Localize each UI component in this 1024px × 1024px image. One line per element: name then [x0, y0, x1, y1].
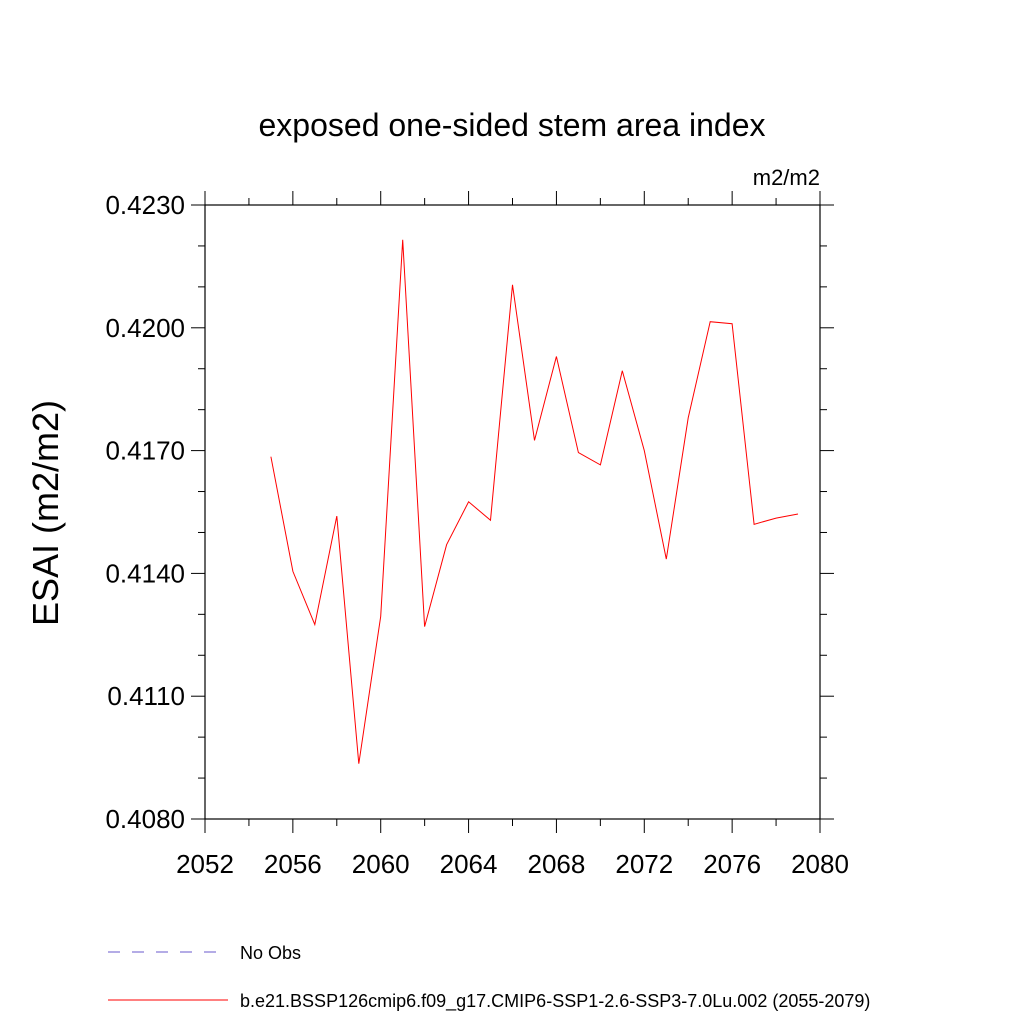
data-point: [446, 544, 447, 545]
data-point: [292, 571, 293, 572]
y-tick-label: 0.4140: [105, 558, 185, 588]
data-point: [380, 616, 381, 617]
series-line-0: [270, 239, 799, 764]
data-point: [314, 624, 315, 625]
data-point: [732, 323, 733, 324]
data-point: [688, 417, 689, 418]
data-point: [798, 514, 799, 515]
data-point: [710, 321, 711, 322]
y-axis-label: ESAI (m2/m2): [25, 400, 66, 626]
legend-entry: b.e21.BSSP126cmip6.f09_g17.CMIP6-SSP1-2.…: [240, 991, 870, 1012]
data-point: [424, 626, 425, 627]
axis-tick-labels: 2052 2056 2060 2064 2068 2072 2076 2080 0.4080 0.…: [105, 190, 848, 879]
data-point: [622, 370, 623, 371]
data-point: [512, 284, 513, 285]
x-tick-label: 2072: [615, 849, 673, 879]
series-lines: [270, 239, 799, 764]
units-label: m2/m2: [753, 165, 820, 190]
x-tick-label: 2064: [440, 849, 498, 879]
legend-entry: No Obs: [240, 943, 301, 963]
data-point: [776, 518, 777, 519]
chart-title: exposed one-sided stem area index: [259, 107, 766, 143]
data-point: [468, 501, 469, 502]
y-tick-label: 0.4110: [107, 681, 185, 711]
data-point: [336, 516, 337, 517]
x-tick-label: 2052: [176, 849, 234, 879]
x-tick-label: 2056: [264, 849, 322, 879]
data-point: [666, 559, 667, 560]
y-tick-label: 0.4200: [105, 313, 185, 343]
plot-frame: [204, 204, 821, 820]
data-point: [578, 452, 579, 453]
x-tick-label: 2060: [352, 849, 410, 879]
x-tick-label: 2068: [528, 849, 586, 879]
data-point: [270, 456, 271, 457]
y-tick-label: 0.4080: [105, 804, 185, 834]
legend: No Obs b.e21.BSSP126cmip6.f09_g17.CMIP6-S…: [108, 943, 870, 1012]
y-tick-label: 0.4170: [105, 436, 185, 466]
data-point: [556, 356, 557, 357]
data-point: [644, 450, 645, 451]
data-point: [534, 440, 535, 441]
data-point: [754, 524, 755, 525]
y-tick-label: 0.4230: [105, 190, 185, 220]
data-point: [490, 520, 491, 521]
x-tick-label: 2076: [703, 849, 761, 879]
data-point: [600, 464, 601, 465]
x-tick-label: 2080: [791, 849, 849, 879]
data-point: [358, 763, 359, 764]
data-point: [402, 239, 403, 240]
axis-ticks: [191, 191, 834, 833]
